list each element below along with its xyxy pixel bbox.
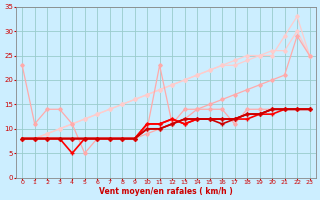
X-axis label: Vent moyen/en rafales ( km/h ): Vent moyen/en rafales ( km/h ) (99, 187, 233, 196)
